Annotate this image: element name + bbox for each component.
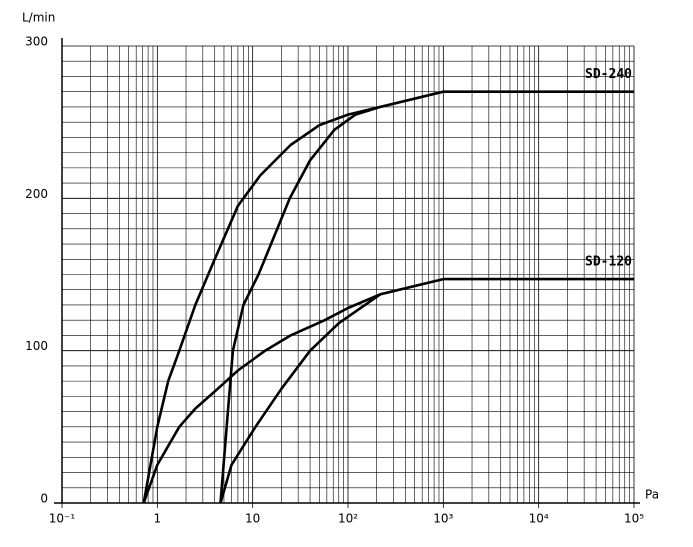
y-tick-label: 200	[25, 187, 48, 201]
x-tick-label: 10⁻¹	[49, 512, 76, 526]
curve	[142, 90, 634, 504]
y-axis-label: L/min	[22, 11, 55, 25]
y-tick-label: 300	[25, 35, 48, 49]
curve	[219, 293, 382, 504]
curve	[219, 105, 381, 504]
curve	[142, 277, 634, 504]
x-tick-label: 10	[245, 512, 260, 526]
x-axis-label: Pa	[645, 488, 659, 502]
x-tick-label: 10²	[338, 512, 358, 526]
x-tick-label: 1	[154, 512, 162, 526]
series-label: SD-120	[585, 255, 632, 270]
x-tick-label: 10⁴	[529, 512, 549, 526]
x-tick-label: 10⁵	[624, 512, 644, 526]
series-label: SD-240	[585, 67, 632, 82]
y-tick-label: 100	[25, 339, 48, 353]
y-tick-label: 0	[40, 492, 48, 506]
x-tick-label: 10³	[433, 512, 453, 526]
